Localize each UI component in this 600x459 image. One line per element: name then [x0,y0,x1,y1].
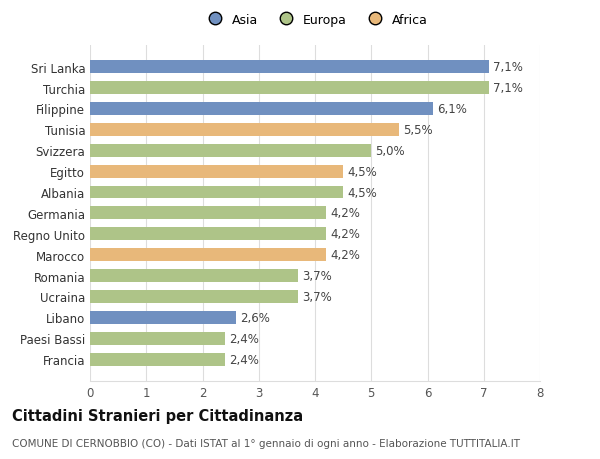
Bar [90,186,343,199]
Text: 5,0%: 5,0% [375,145,405,157]
Bar [90,311,236,324]
Bar [90,207,326,220]
Bar [90,269,298,282]
Text: Cittadini Stranieri per Cittadinanza: Cittadini Stranieri per Cittadinanza [12,409,303,424]
Bar [90,353,225,366]
Bar [90,228,326,241]
Text: 3,7%: 3,7% [302,290,332,303]
Text: 4,2%: 4,2% [330,228,360,241]
Text: 7,1%: 7,1% [493,61,523,74]
Text: 3,7%: 3,7% [302,269,332,282]
Bar [90,82,490,95]
Text: 5,5%: 5,5% [403,123,433,137]
Text: 2,4%: 2,4% [229,353,259,366]
Text: 4,2%: 4,2% [330,249,360,262]
Text: 4,5%: 4,5% [347,186,377,199]
Bar [90,290,298,303]
Text: 2,6%: 2,6% [240,311,270,324]
Text: 4,5%: 4,5% [347,165,377,178]
Bar [90,123,400,137]
Text: 4,2%: 4,2% [330,207,360,220]
Bar [90,103,433,116]
Bar [90,61,490,74]
Bar [90,332,225,345]
Bar [90,249,326,262]
Legend: Asia, Europa, Africa: Asia, Europa, Africa [197,9,433,32]
Text: 2,4%: 2,4% [229,332,259,345]
Text: 7,1%: 7,1% [493,82,523,95]
Text: COMUNE DI CERNOBBIO (CO) - Dati ISTAT al 1° gennaio di ogni anno - Elaborazione : COMUNE DI CERNOBBIO (CO) - Dati ISTAT al… [12,438,520,448]
Bar [90,165,343,178]
Bar [90,145,371,157]
Text: 6,1%: 6,1% [437,103,467,116]
